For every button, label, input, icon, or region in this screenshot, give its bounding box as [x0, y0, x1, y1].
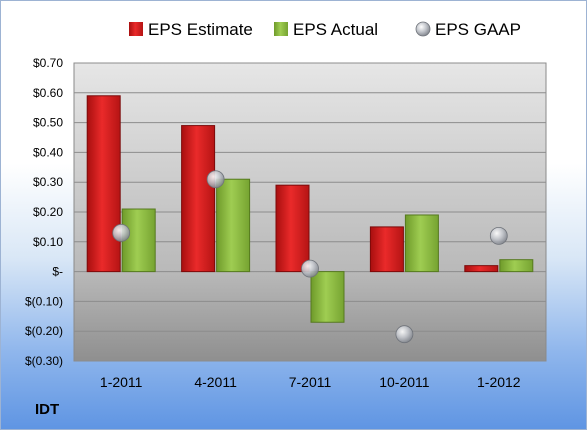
legend-label: EPS GAAP: [435, 20, 521, 39]
eps-estimate-bar: [86, 95, 121, 273]
x-tick-label: 7-2011: [289, 374, 332, 390]
x-tick-label: 10-2011: [379, 374, 430, 390]
eps-estimate-bar: [369, 226, 404, 273]
y-tick-label: $0.20: [33, 205, 63, 219]
eps-estimate-bar: [464, 265, 499, 273]
y-tick-label: $0.40: [33, 145, 63, 159]
legend-label: EPS Estimate: [148, 20, 253, 39]
eps-actual-bar: [499, 259, 534, 273]
eps-gaap-point: [489, 226, 508, 245]
y-tick-label: $0.60: [33, 86, 63, 100]
eps-gaap-point: [301, 259, 319, 278]
company-label: IDT: [35, 401, 60, 418]
y-tick-label: $-: [52, 265, 63, 279]
legend-label: EPS Actual: [293, 20, 378, 39]
y-axis: $0.70 $0.60 $0.50 $0.40 $0.30 $0.20 $0.10 $- $(0…: [25, 56, 63, 368]
y-tick-label: $0.50: [33, 116, 63, 130]
gaap-points: [112, 170, 508, 344]
eps-gaap-point: [395, 325, 414, 344]
x-axis: 1-2011 4-2011 7-2011 10-2011 1-2012: [100, 374, 521, 390]
gridlines: [74, 62, 546, 362]
eps-actual-bar: [310, 271, 345, 323]
y-tick-label: $(0.20): [25, 324, 63, 338]
legend-marker-eps-estimate: [129, 22, 143, 36]
eps-estimate-bar: [181, 125, 216, 273]
y-tick-label: $0.30: [33, 175, 63, 189]
eps-actual-bar: [216, 178, 251, 273]
eps-gaap-point: [206, 170, 225, 189]
legend-marker-eps-gaap: [415, 21, 431, 37]
y-tick-label: $(0.10): [25, 294, 63, 308]
y-tick-label: $(0.30): [25, 354, 63, 368]
eps-gaap-point: [112, 223, 131, 242]
legend: EPS Estimate EPS Actual EPS GAAP: [129, 20, 521, 39]
x-tick-label: 4-2011: [194, 374, 237, 390]
y-tick-label: $0.70: [33, 56, 63, 70]
eps-estimate-bar: [275, 184, 310, 273]
legend-marker-eps-actual: [274, 22, 288, 36]
y-tick-label: $0.10: [33, 235, 63, 249]
x-tick-label: 1-2011: [100, 374, 143, 390]
eps-actual-bar: [121, 208, 156, 273]
x-tick-label: 1-2012: [477, 374, 521, 390]
eps-actual-bar: [404, 214, 439, 273]
